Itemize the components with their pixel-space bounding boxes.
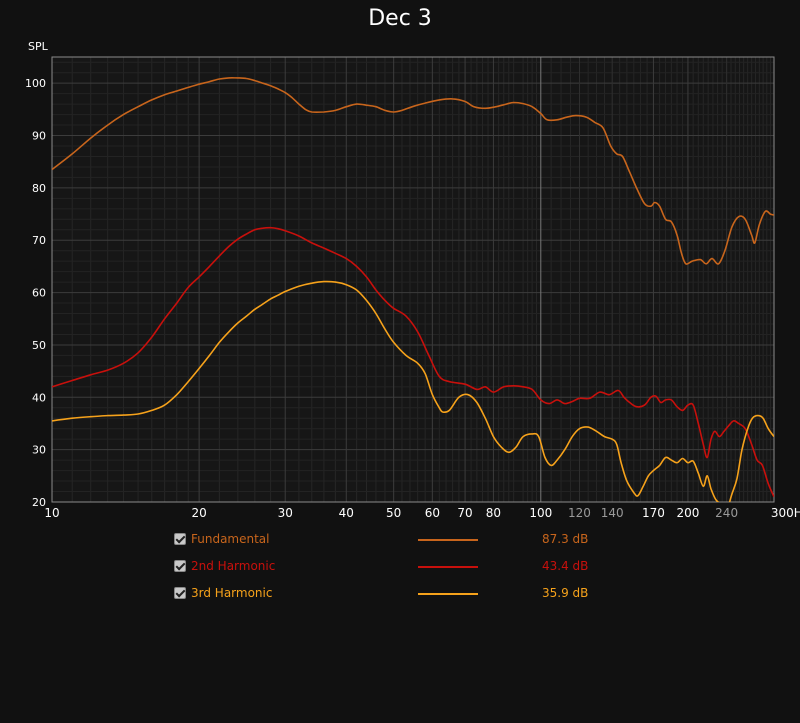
y-tick-label: 70 [32,234,46,247]
y-axis-label: SPL [28,40,49,53]
chart-title: Dec 3 [368,6,432,31]
legend-checkbox[interactable] [174,560,186,572]
axis-ticks: 1020304050607080100120140170200240300Hz2… [25,77,800,520]
legend-label: 3rd Harmonic [191,586,273,600]
series-line-3rd-harmonic [52,280,774,502]
x-tick-label: 120 [568,506,591,520]
legend-value: 87.3 dB [542,532,589,546]
legend-value: 35.9 dB [542,586,589,600]
x-tick-label: 10 [44,506,59,520]
series [52,77,774,502]
legend-item-fundamental: Fundamental 87.3 dB [174,532,614,548]
y-tick-label: 80 [32,182,46,195]
legend-item-2nd-harmonic: 2nd Harmonic 43.4 dB [174,559,614,575]
legend-label: Fundamental [191,532,270,546]
x-tick-label: 200 [676,506,699,520]
series-line-2nd-harmonic [52,226,774,498]
x-tick-label: 100 [529,506,552,520]
x-tick-label: 170 [642,506,665,520]
x-tick-label: 300Hz [771,506,800,520]
x-tick-label: 50 [386,506,401,520]
x-tick-label: 20 [191,506,206,520]
legend-checkbox[interactable] [174,533,186,545]
x-tick-label: 240 [715,506,738,520]
y-tick-label: 50 [32,339,46,352]
legend-value: 43.4 dB [542,559,589,573]
x-tick-label: 30 [278,506,293,520]
legend-swatch-line [418,539,478,541]
x-tick-label: 70 [457,506,472,520]
x-tick-label: 80 [486,506,501,520]
y-tick-label: 90 [32,130,46,143]
x-tick-label: 140 [601,506,624,520]
legend-label: 2nd Harmonic [191,559,276,573]
y-tick-label: 30 [32,444,46,457]
x-tick-label: 40 [339,506,354,520]
x-tick-label: 60 [425,506,440,520]
y-tick-label: 20 [32,496,46,509]
legend-swatch-line [418,566,478,568]
y-tick-label: 60 [32,287,46,300]
series-line-fundamental [52,77,774,265]
legend-item-3rd-harmonic: 3rd Harmonic 35.9 dB [174,586,614,602]
y-tick-label: 40 [32,391,46,404]
y-tick-label: 100 [25,77,46,90]
legend-swatch-line [418,593,478,595]
plot-border [51,56,775,503]
legend-checkbox[interactable] [174,587,186,599]
